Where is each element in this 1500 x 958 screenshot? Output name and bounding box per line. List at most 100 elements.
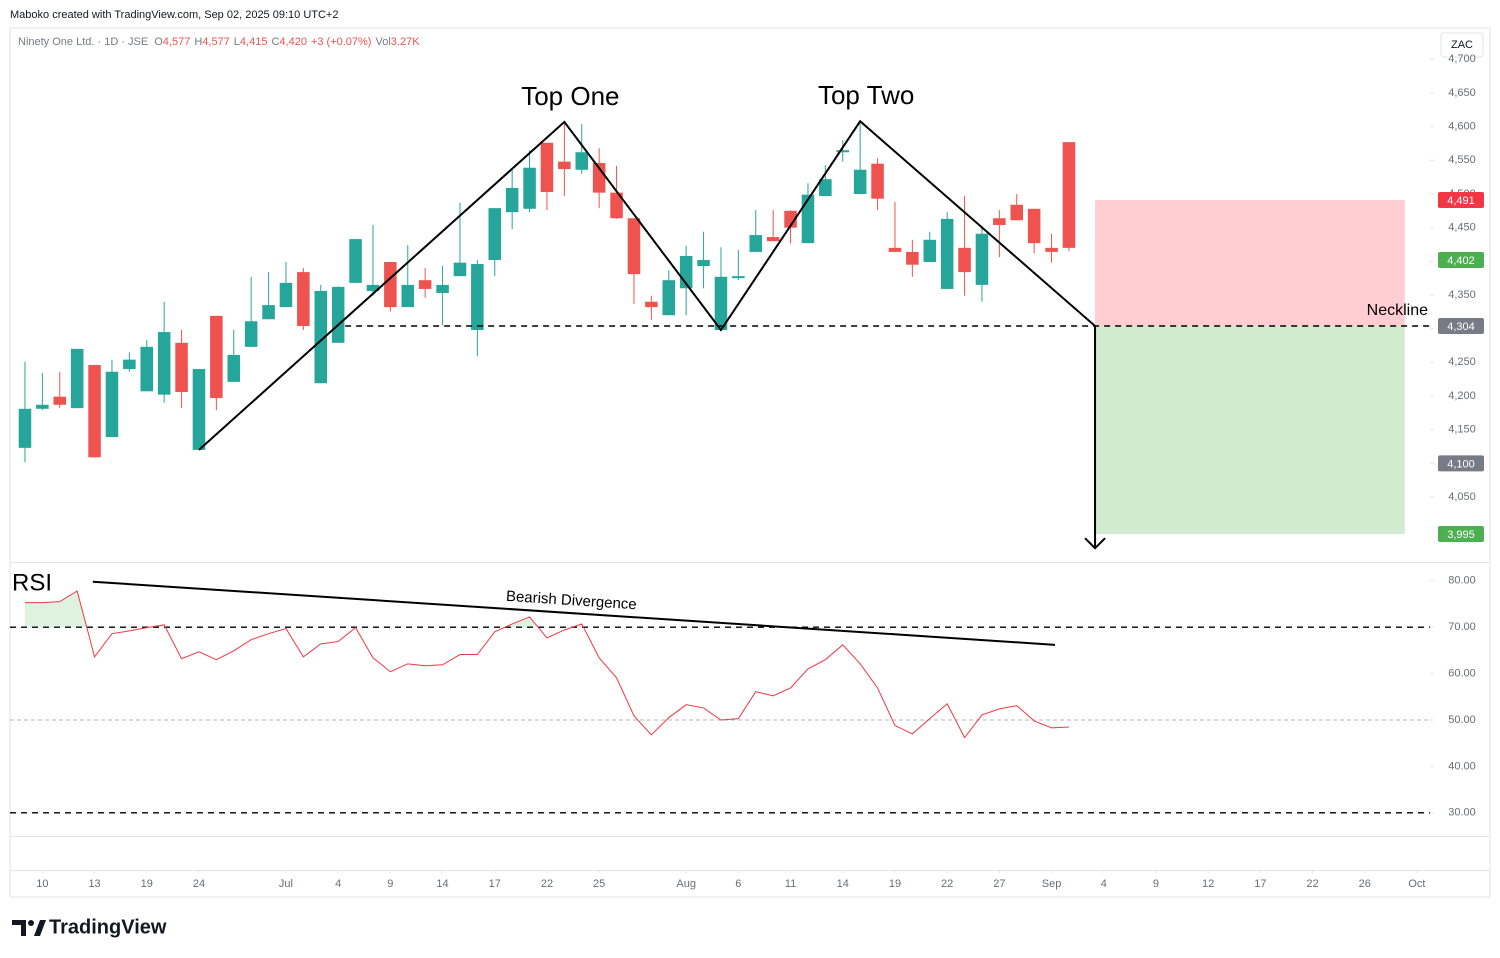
y-tick-label: 80.00 bbox=[1448, 575, 1476, 587]
candle-body bbox=[279, 282, 293, 308]
x-tick-label: 26 bbox=[1359, 878, 1371, 890]
arrow-head bbox=[1084, 537, 1106, 550]
rsi-line bbox=[24, 590, 1069, 739]
legend-value: 4,415 bbox=[240, 36, 268, 48]
candle-body bbox=[853, 169, 867, 194]
y-tick-label: 50.00 bbox=[1448, 714, 1476, 726]
y-tick-label: 60.00 bbox=[1448, 667, 1476, 679]
x-tick-label: 22 bbox=[941, 878, 953, 890]
candle-body bbox=[210, 315, 223, 399]
price-label-bg bbox=[1438, 251, 1484, 268]
x-tick-label: 9 bbox=[387, 878, 393, 890]
candle-body bbox=[297, 272, 310, 326]
price-label: 3,995 bbox=[1447, 529, 1475, 541]
legend-key: H bbox=[194, 36, 202, 48]
y-tick-label: 4,250 bbox=[1448, 356, 1476, 368]
candle-body bbox=[697, 259, 710, 267]
legend-key: Vol bbox=[375, 36, 390, 48]
x-tick-label: 10 bbox=[36, 878, 48, 890]
candle-body bbox=[1045, 247, 1058, 252]
legend-value: 4,577 bbox=[163, 36, 191, 48]
currency[interactable]: ZAC bbox=[1451, 39, 1473, 51]
candle-body bbox=[871, 163, 884, 199]
candle-body bbox=[366, 284, 380, 291]
candle-body bbox=[36, 404, 49, 409]
x-tick-label: 14 bbox=[436, 878, 448, 890]
x-tick-label: 9 bbox=[1153, 878, 1159, 890]
candle-body bbox=[819, 179, 832, 197]
candle-body bbox=[436, 284, 449, 293]
candle-body bbox=[453, 262, 467, 277]
rsi-title: RSI bbox=[12, 569, 52, 596]
x-tick-label: Sep bbox=[1042, 878, 1062, 890]
candle-body bbox=[157, 332, 171, 395]
candle-body bbox=[732, 276, 745, 279]
y-tick-label: 40.00 bbox=[1448, 760, 1476, 772]
x-tick-label: 19 bbox=[141, 878, 153, 890]
y-tick-label: 4,200 bbox=[1448, 390, 1476, 402]
candle-body bbox=[53, 396, 67, 405]
y-tick-label: 4,150 bbox=[1448, 424, 1476, 436]
legend-value: 4,420 bbox=[279, 36, 307, 48]
divergence-line bbox=[92, 580, 1056, 646]
y-tick-label: 4,650 bbox=[1448, 87, 1476, 99]
x-tick-label: 22 bbox=[541, 878, 553, 890]
x-tick-label: 17 bbox=[1254, 878, 1266, 890]
candle-body bbox=[175, 342, 188, 392]
legend-key: L bbox=[234, 36, 240, 48]
y-tick-label: 4,600 bbox=[1448, 121, 1476, 133]
price-label-bg bbox=[1438, 455, 1484, 472]
candle-body bbox=[349, 239, 362, 283]
candle-body bbox=[836, 150, 850, 153]
candle-body bbox=[244, 321, 258, 347]
attribution: Maboko created with TradingView.com, Sep… bbox=[10, 9, 338, 21]
legend-key: O bbox=[154, 36, 163, 48]
candle-body bbox=[906, 251, 919, 265]
x-tick-label: 4 bbox=[335, 878, 341, 890]
candle-body bbox=[610, 192, 623, 219]
candle-body bbox=[940, 218, 954, 289]
tradingview-logo: TradingView bbox=[12, 916, 167, 938]
candle-body bbox=[227, 354, 241, 382]
candle-body bbox=[418, 280, 432, 289]
legend-value: 4,577 bbox=[202, 36, 230, 48]
candle-body bbox=[540, 142, 554, 192]
logo-mark bbox=[34, 920, 46, 936]
candle-body bbox=[784, 210, 797, 228]
price-label: 4,491 bbox=[1447, 195, 1475, 207]
candle-body bbox=[592, 163, 606, 193]
candle-body bbox=[558, 161, 571, 170]
candle-body bbox=[523, 167, 536, 209]
branding: TradingView bbox=[49, 916, 167, 938]
currency-box[interactable] bbox=[1440, 32, 1484, 58]
price-label-bg bbox=[1438, 192, 1484, 209]
candle-body bbox=[575, 152, 589, 170]
candle-body bbox=[766, 237, 780, 242]
neckline-label: Neckline bbox=[1367, 302, 1428, 319]
rsi-pane bbox=[10, 580, 1430, 814]
price-pane bbox=[18, 119, 1430, 535]
pattern-line bbox=[198, 119, 1096, 451]
candle-body bbox=[471, 264, 484, 331]
legend-change: +3 (+0.07%) bbox=[311, 36, 372, 48]
x-tick-label: Oct bbox=[1408, 878, 1425, 890]
y-tick-label: 4,550 bbox=[1448, 154, 1476, 166]
legend-key: C bbox=[271, 36, 279, 48]
y-tick-label: 4,450 bbox=[1448, 222, 1476, 234]
x-tick-label: 11 bbox=[785, 878, 796, 890]
candle-body bbox=[801, 194, 815, 244]
x-tick-label: 4 bbox=[1101, 878, 1107, 890]
price-label: 4,304 bbox=[1447, 321, 1475, 333]
candle-body bbox=[923, 239, 937, 263]
price-label-bg bbox=[1438, 526, 1484, 543]
x-tick-label: Aug bbox=[676, 878, 696, 890]
pattern-label: Top One bbox=[521, 81, 619, 111]
x-tick-label: 24 bbox=[193, 878, 205, 890]
candle-body bbox=[105, 371, 119, 438]
logo-mark bbox=[12, 920, 26, 936]
reward-zone bbox=[1095, 325, 1405, 535]
risk-zone bbox=[1095, 200, 1405, 326]
y-tick-label: 4,700 bbox=[1448, 53, 1476, 65]
candle-body bbox=[262, 305, 275, 320]
